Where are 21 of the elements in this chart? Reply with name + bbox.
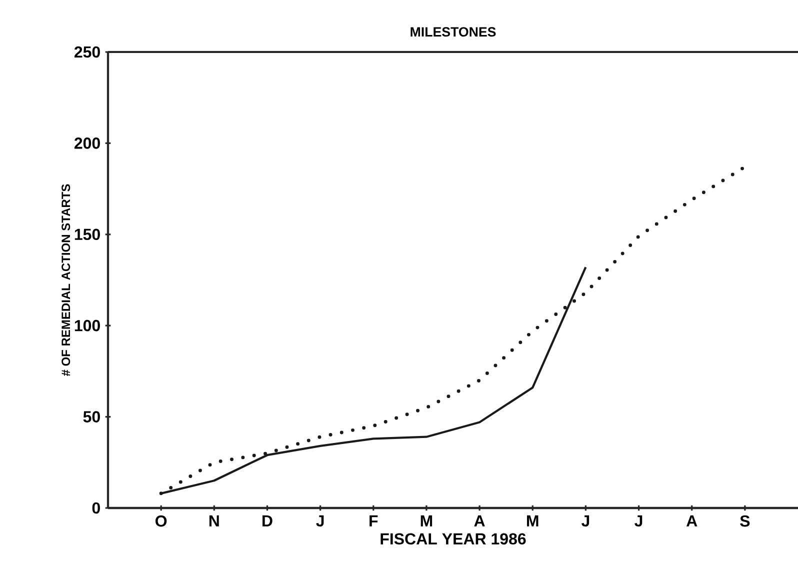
y-tick-label: 50 — [83, 411, 100, 422]
x-tick-label: S — [740, 515, 750, 527]
x-tick-label: J — [582, 515, 590, 527]
x-tick-label: O — [156, 515, 167, 527]
x-tick-label: N — [209, 515, 219, 526]
x-tick-label: D — [262, 515, 272, 526]
x-tick-label: J — [634, 515, 642, 527]
y-axis-title: # OF REMEDIAL ACTION STARTS — [62, 184, 70, 376]
x-tick-label: M — [527, 515, 538, 526]
x-tick-label: M — [420, 515, 432, 526]
x-axis-title: FISCAL YEAR 1986 — [380, 533, 526, 545]
chart-title: MILESTONES — [410, 27, 496, 37]
x-tick-label: F — [370, 515, 378, 526]
x-tick-label: J — [316, 515, 324, 527]
y-tick-label: 200 — [74, 138, 100, 149]
x-tick-label: A — [686, 515, 698, 526]
y-tick-label: 0 — [92, 502, 100, 514]
x-tick-label: A — [474, 515, 485, 526]
y-tick-label: 100 — [74, 320, 100, 332]
y-tick-label: 150 — [74, 228, 100, 240]
y-tick-label: 250 — [74, 46, 100, 58]
